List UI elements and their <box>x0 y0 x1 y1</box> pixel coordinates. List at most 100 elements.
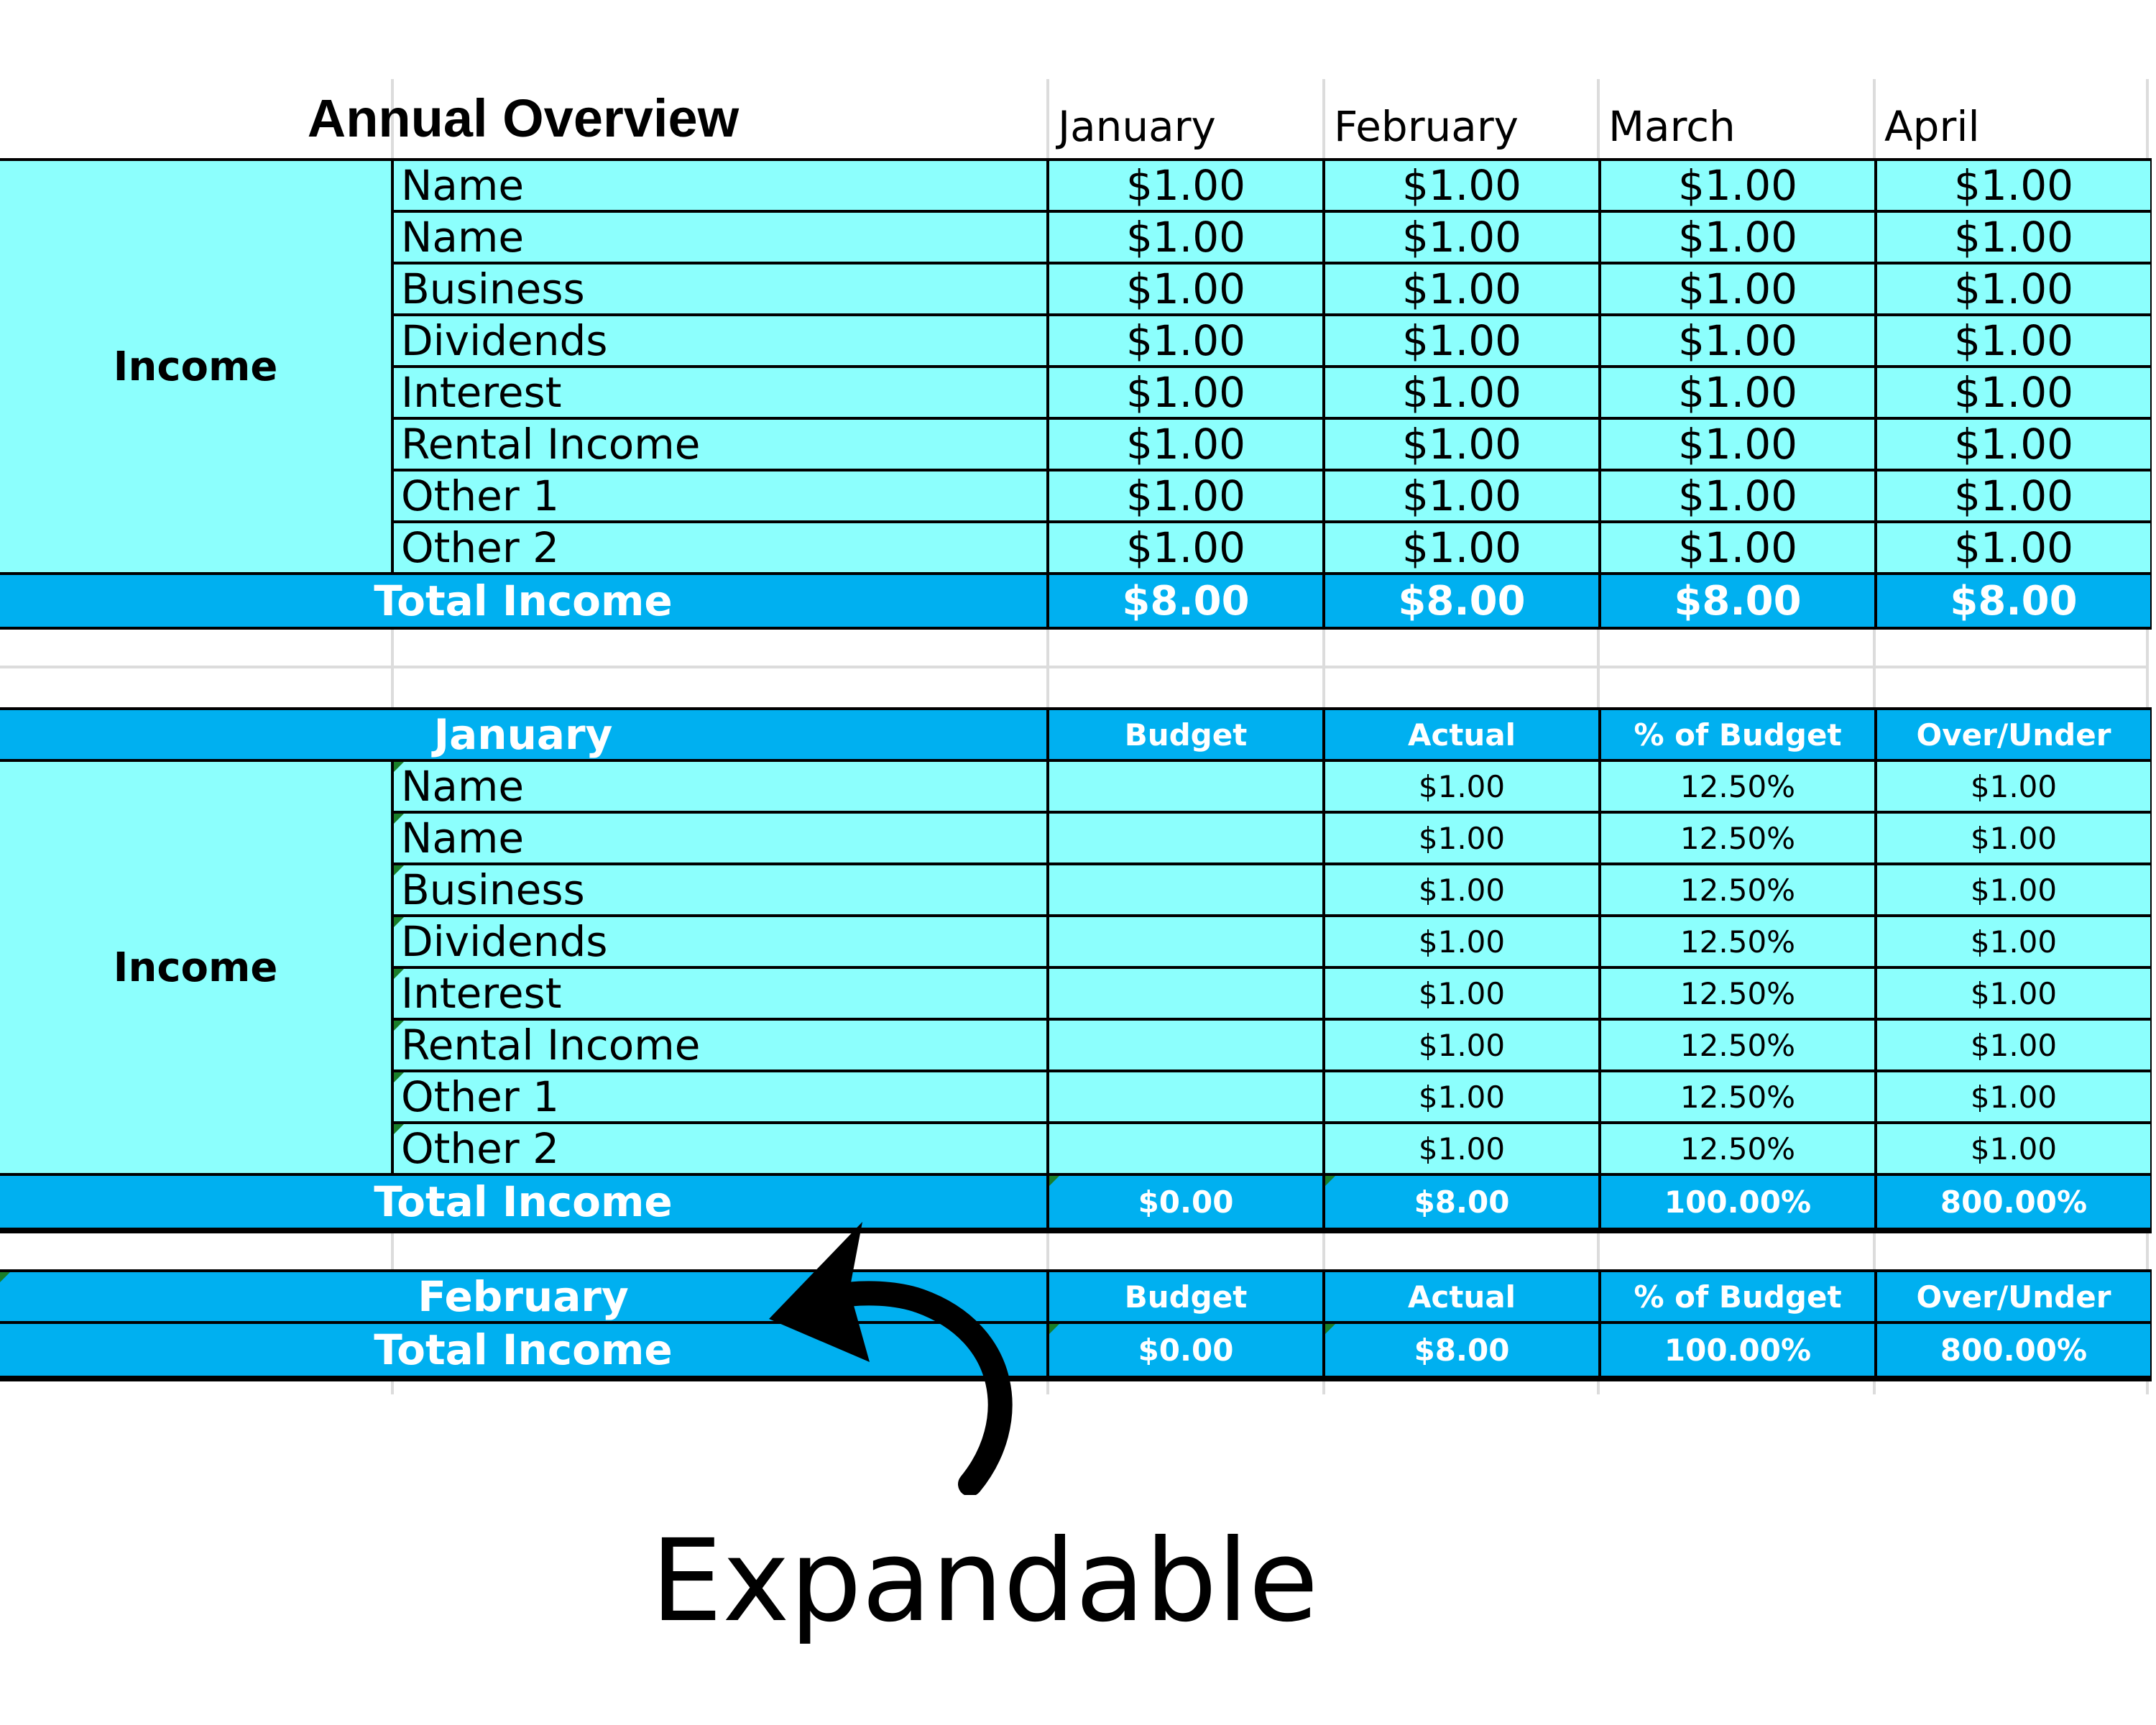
value-cell[interactable]: $1.00 <box>1601 161 1874 210</box>
value-cell[interactable]: $1.00 <box>1049 523 1322 572</box>
value-cell[interactable]: $1.00 <box>1049 420 1322 469</box>
january-budget-table: January Budget Actual % of Budget Over/U… <box>0 707 2152 1233</box>
over-under-cell[interactable]: $1.00 <box>1877 865 2150 914</box>
budget-cell[interactable] <box>1049 917 1322 966</box>
value-cell[interactable]: $1.00 <box>1877 523 2150 572</box>
total-income-label: Total Income <box>0 575 1046 627</box>
value-cell[interactable]: $1.00 <box>1325 420 1598 469</box>
actual-cell[interactable]: $1.00 <box>1325 865 1598 914</box>
row-name[interactable]: Interest <box>394 368 1046 417</box>
actual-cell[interactable]: $1.00 <box>1325 1124 1598 1173</box>
value-cell[interactable]: $1.00 <box>1049 316 1322 365</box>
value-cell[interactable]: $1.00 <box>1049 472 1322 520</box>
total-over-under-cell[interactable]: 800.00% <box>1877 1176 2150 1228</box>
row-name[interactable]: Other 1 <box>394 472 1046 520</box>
total-value-cell[interactable]: $8.00 <box>1049 575 1322 627</box>
value-cell[interactable]: $1.00 <box>1877 161 2150 210</box>
value-cell[interactable]: $1.00 <box>1877 316 2150 365</box>
row-name[interactable]: Other 2 <box>394 1124 1046 1173</box>
value-cell[interactable]: $1.00 <box>1325 316 1598 365</box>
row-name[interactable]: Business <box>394 264 1046 313</box>
column-header-pct-budget: % of Budget <box>1601 710 1874 759</box>
value-cell[interactable]: $1.00 <box>1601 264 1874 313</box>
value-cell[interactable]: $1.00 <box>1325 264 1598 313</box>
row-name[interactable]: Dividends <box>394 316 1046 365</box>
actual-cell[interactable]: $1.00 <box>1325 969 1598 1018</box>
total-actual-cell[interactable]: $8.00 <box>1325 1176 1598 1228</box>
value-cell[interactable]: $1.00 <box>1049 264 1322 313</box>
value-cell[interactable]: $1.00 <box>1877 472 2150 520</box>
value-cell[interactable]: $1.00 <box>1601 316 1874 365</box>
row-name[interactable]: Name <box>394 814 1046 862</box>
total-pct-cell[interactable]: 100.00% <box>1601 1324 1874 1376</box>
row-name[interactable]: Interest <box>394 969 1046 1018</box>
actual-cell[interactable]: $1.00 <box>1325 762 1598 811</box>
budget-cell[interactable] <box>1049 1072 1322 1121</box>
over-under-cell[interactable]: $1.00 <box>1877 969 2150 1018</box>
row-name[interactable]: Name <box>394 161 1046 210</box>
budget-cell[interactable] <box>1049 969 1322 1018</box>
total-value-cell[interactable]: $8.00 <box>1877 575 2150 627</box>
row-name[interactable]: Name <box>394 762 1046 811</box>
pct-cell[interactable]: 12.50% <box>1601 969 1874 1018</box>
row-name[interactable]: Name <box>394 213 1046 262</box>
value-cell[interactable]: $1.00 <box>1601 420 1874 469</box>
over-under-cell[interactable]: $1.00 <box>1877 762 2150 811</box>
value-cell[interactable]: $1.00 <box>1877 213 2150 262</box>
row-name[interactable]: Business <box>394 865 1046 914</box>
column-header-over-under: Over/Under <box>1877 1272 2150 1321</box>
over-under-cell[interactable]: $1.00 <box>1877 1021 2150 1070</box>
value-cell[interactable]: $1.00 <box>1877 368 2150 417</box>
over-under-cell[interactable]: $1.00 <box>1877 917 2150 966</box>
value-cell[interactable]: $1.00 <box>1601 213 1874 262</box>
category-label-income: Income <box>0 161 391 572</box>
row-name[interactable]: Rental Income <box>394 1021 1046 1070</box>
month-header-march: March <box>1608 102 1736 151</box>
total-value-cell[interactable]: $8.00 <box>1601 575 1874 627</box>
total-actual-cell[interactable]: $8.00 <box>1325 1324 1598 1376</box>
budget-cell[interactable] <box>1049 1124 1322 1173</box>
category-label-income: Income <box>0 762 391 1173</box>
total-pct-cell[interactable]: 100.00% <box>1601 1176 1874 1228</box>
total-budget-cell[interactable]: $0.00 <box>1049 1176 1322 1228</box>
total-budget-cell[interactable]: $0.00 <box>1049 1324 1322 1376</box>
value-cell[interactable]: $1.00 <box>1601 368 1874 417</box>
value-cell[interactable]: $1.00 <box>1601 523 1874 572</box>
pct-cell[interactable]: 12.50% <box>1601 1072 1874 1121</box>
actual-cell[interactable]: $1.00 <box>1325 917 1598 966</box>
row-name[interactable]: Dividends <box>394 917 1046 966</box>
pct-cell[interactable]: 12.50% <box>1601 917 1874 966</box>
over-under-cell[interactable]: $1.00 <box>1877 814 2150 862</box>
actual-cell[interactable]: $1.00 <box>1325 814 1598 862</box>
value-cell[interactable]: $1.00 <box>1325 472 1598 520</box>
value-cell[interactable]: $1.00 <box>1049 213 1322 262</box>
pct-cell[interactable]: 12.50% <box>1601 762 1874 811</box>
actual-cell[interactable]: $1.00 <box>1325 1072 1598 1121</box>
february-section-title[interactable]: February <box>0 1272 1046 1321</box>
row-name[interactable]: Rental Income <box>394 420 1046 469</box>
pct-cell[interactable]: 12.50% <box>1601 865 1874 914</box>
value-cell[interactable]: $1.00 <box>1877 420 2150 469</box>
pct-cell[interactable]: 12.50% <box>1601 814 1874 862</box>
pct-cell[interactable]: 12.50% <box>1601 1021 1874 1070</box>
value-cell[interactable]: $1.00 <box>1325 368 1598 417</box>
value-cell[interactable]: $1.00 <box>1325 523 1598 572</box>
over-under-cell[interactable]: $1.00 <box>1877 1124 2150 1173</box>
over-under-cell[interactable]: $1.00 <box>1877 1072 2150 1121</box>
actual-cell[interactable]: $1.00 <box>1325 1021 1598 1070</box>
row-name[interactable]: Other 1 <box>394 1072 1046 1121</box>
value-cell[interactable]: $1.00 <box>1049 161 1322 210</box>
budget-cell[interactable] <box>1049 814 1322 862</box>
budget-cell[interactable] <box>1049 1021 1322 1070</box>
row-name[interactable]: Other 2 <box>394 523 1046 572</box>
value-cell[interactable]: $1.00 <box>1877 264 2150 313</box>
budget-cell[interactable] <box>1049 865 1322 914</box>
value-cell[interactable]: $1.00 <box>1325 213 1598 262</box>
budget-cell[interactable] <box>1049 762 1322 811</box>
total-value-cell[interactable]: $8.00 <box>1325 575 1598 627</box>
value-cell[interactable]: $1.00 <box>1601 472 1874 520</box>
value-cell[interactable]: $1.00 <box>1325 161 1598 210</box>
total-over-under-cell[interactable]: 800.00% <box>1877 1324 2150 1376</box>
pct-cell[interactable]: 12.50% <box>1601 1124 1874 1173</box>
value-cell[interactable]: $1.00 <box>1049 368 1322 417</box>
